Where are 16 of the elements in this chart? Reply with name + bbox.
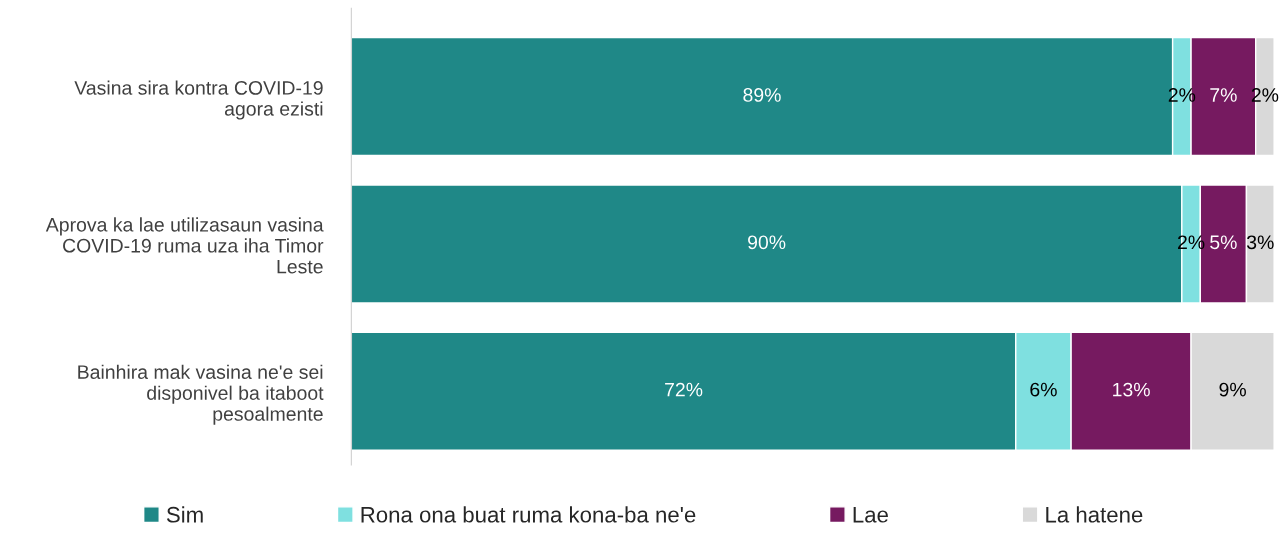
y-tick-label: Bainhira mak vasina ne'e sei disponivel ba itaboot pesoalmente [78,364,324,425]
y-tick-label: Vasina sira kontra COVID-19 agora ezisti [74,80,323,120]
data-label: 72% [665,382,703,397]
legend-label: La hatene [1046,506,1143,523]
data-label: 5% [1210,235,1237,250]
data-label: 6% [1030,382,1057,397]
data-label: 7% [1210,88,1237,102]
legend-label: Rona ona buat ruma kona-ba ne'e [361,506,696,523]
y-tick-label: Aprova ka lae utilizasaun vasina COVID-19 ruma uza iha Timor Leste [45,217,324,274]
legend-label: Sim [166,506,203,523]
data-label: 90% [748,235,786,250]
data-label: 3% [1246,235,1274,250]
legend-label: Lae [853,507,888,523]
data-label: 89% [743,88,781,102]
data-label: 13% [1113,382,1150,397]
data-label: 9% [1219,382,1246,397]
